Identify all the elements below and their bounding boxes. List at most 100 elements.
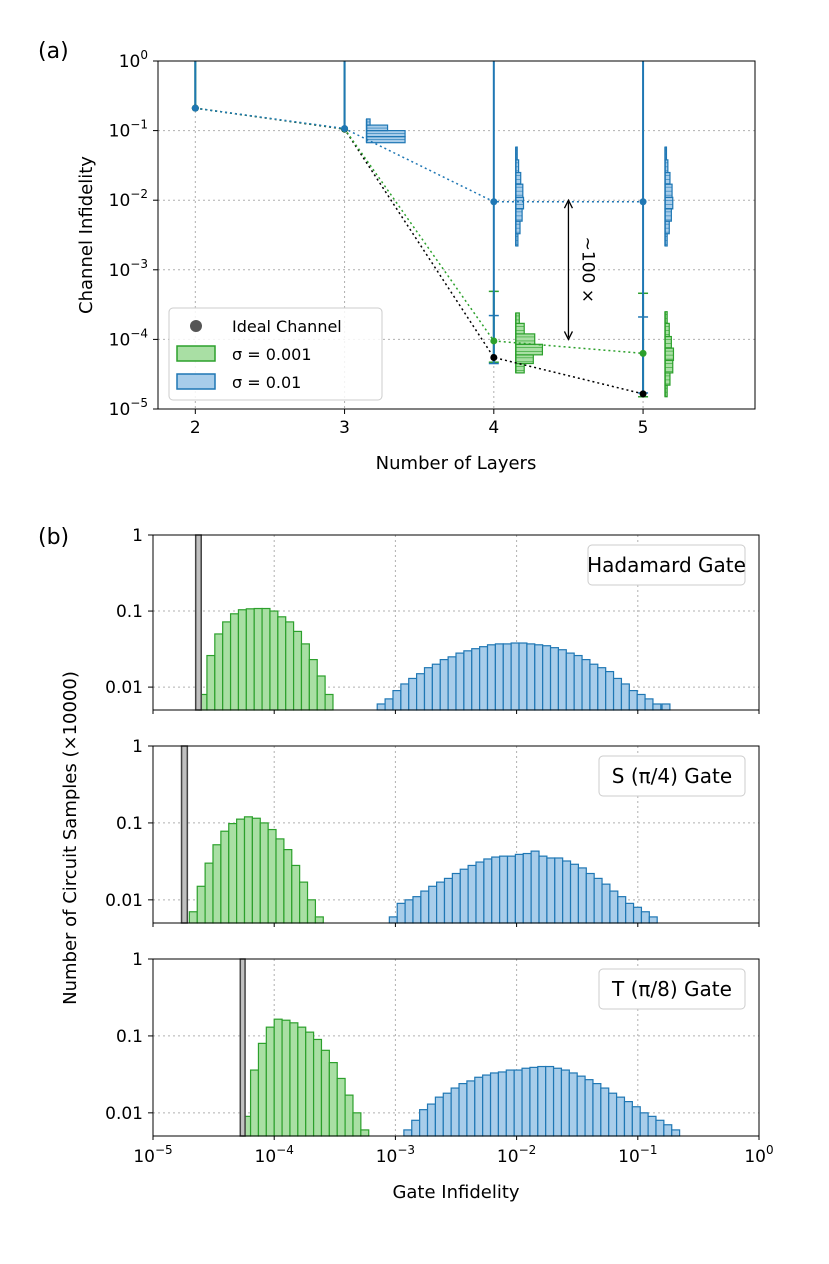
ideal-bar <box>180 745 189 924</box>
y-tick-label: 10−1 <box>109 118 148 142</box>
green-bar <box>273 1018 283 1137</box>
subplot-hadamard-gate: 1 0.1 0.01 Hadamard Gate <box>105 526 760 714</box>
panel-a-x-axis-label: Number of Layers <box>376 453 537 474</box>
blue-bar <box>576 1075 586 1137</box>
green-bar <box>236 818 246 924</box>
ideal-bar <box>194 534 202 711</box>
green-bar <box>196 885 206 924</box>
green-bar <box>283 848 293 924</box>
blue-bar <box>652 703 662 711</box>
blue-bar <box>597 667 607 711</box>
blue-bar <box>411 1119 421 1137</box>
blue-bar <box>419 1109 429 1137</box>
blue-bar <box>491 856 501 924</box>
blue-bar <box>439 658 449 711</box>
blue-bar <box>420 890 430 924</box>
blue-bar <box>506 855 516 924</box>
subplot-frame <box>152 958 760 1137</box>
blue-bar <box>609 890 619 924</box>
blue-bar <box>577 867 587 924</box>
blue-bar <box>537 1065 547 1137</box>
legend-marker <box>190 320 202 332</box>
blue-bar <box>608 1092 618 1137</box>
subplot-frame <box>152 534 760 711</box>
blue-bar <box>636 693 646 711</box>
blue-bar <box>569 863 580 924</box>
blue-bar <box>581 658 591 711</box>
panel-a-frame <box>157 60 756 410</box>
blue-bar <box>644 698 654 711</box>
blue-bar <box>585 872 595 924</box>
blue-bar <box>529 1066 539 1137</box>
gate-label: S (π/4) Gate <box>612 764 732 788</box>
side-histogram-bin <box>515 333 536 345</box>
blue-bar <box>557 649 567 711</box>
panel-a-y-ticks: 100 10−1 10−2 10−3 10−4 10−5 <box>109 48 158 420</box>
annotation-label: ~100 × <box>577 237 597 303</box>
blue-bar <box>661 703 671 711</box>
subplot-t-gate: 1 0.1 0.01 T (π/8) Gate <box>105 950 760 1140</box>
blue-bar <box>639 1112 649 1137</box>
gate-label-box <box>598 968 746 1010</box>
green-bar <box>269 610 279 711</box>
side-histogram-bin <box>515 196 525 210</box>
y-tick-label: 10−5 <box>109 396 148 420</box>
green-bar <box>312 1038 323 1137</box>
green-bar <box>206 654 216 711</box>
blue-bar <box>404 899 414 924</box>
blue-bar <box>416 673 426 711</box>
legend-label: Ideal Channel <box>232 317 342 336</box>
arrow-head-top <box>563 198 574 209</box>
blue-bar <box>434 1096 444 1137</box>
panel-a-legend: Ideal Channel σ = 0.001 σ = 0.01 <box>168 307 383 401</box>
blue-bar <box>392 689 402 711</box>
green-bar <box>243 816 253 924</box>
panel-a-label: (a) <box>38 39 69 64</box>
green-bar <box>344 1094 354 1137</box>
side-histogram-bin <box>664 347 675 361</box>
blue-bar <box>412 896 422 924</box>
blue-bar <box>546 857 556 924</box>
green-bar <box>299 881 309 924</box>
blue-bar <box>615 1096 626 1137</box>
blue-bar <box>458 1082 468 1137</box>
data-point <box>639 198 647 206</box>
ideal-bar <box>239 958 246 1137</box>
green-bar <box>204 862 214 924</box>
green-bar <box>267 828 277 924</box>
green-bar <box>245 608 255 711</box>
y-tick-label: 10−3 <box>109 257 148 281</box>
blue-bar <box>592 1082 602 1137</box>
data-point <box>639 390 647 398</box>
green-bar <box>316 675 326 711</box>
blue-bar <box>396 902 406 924</box>
blue-bar <box>482 1074 492 1137</box>
green-bar <box>305 1031 315 1137</box>
blue-bar <box>628 689 638 711</box>
x-tick-label: 100 <box>744 1143 773 1167</box>
x-tick-label: 10−5 <box>133 1143 172 1167</box>
blue-bar <box>497 1071 507 1137</box>
side-histogram-bin <box>515 343 544 356</box>
blue-bar <box>530 850 540 924</box>
blue-bar <box>655 1119 665 1137</box>
y-tick-label: 10−2 <box>109 187 148 211</box>
panel-a-y-axis-label: Channel Infidelity <box>76 156 97 314</box>
side-histogram-bin <box>515 322 525 335</box>
blue-bar <box>459 868 469 924</box>
legend-box <box>168 307 383 401</box>
blue-bar <box>565 652 575 711</box>
blue-bar <box>589 663 599 711</box>
blue-bar <box>518 642 528 711</box>
blue-bar <box>612 677 623 711</box>
blue-bar <box>426 1103 436 1137</box>
blue-bar <box>494 643 504 711</box>
green-bar <box>324 693 334 711</box>
panel-b-x-axis-label: Gate Infidelity <box>392 1182 519 1203</box>
y-tick-label: 0.1 <box>116 1027 143 1047</box>
data-point <box>490 198 498 206</box>
green-bar <box>275 838 285 924</box>
blue-bar <box>549 647 560 711</box>
panel-b-x-ticks: 10−5 10−4 10−3 10−2 10−1 100 <box>133 1143 773 1167</box>
green-bar <box>261 607 271 711</box>
